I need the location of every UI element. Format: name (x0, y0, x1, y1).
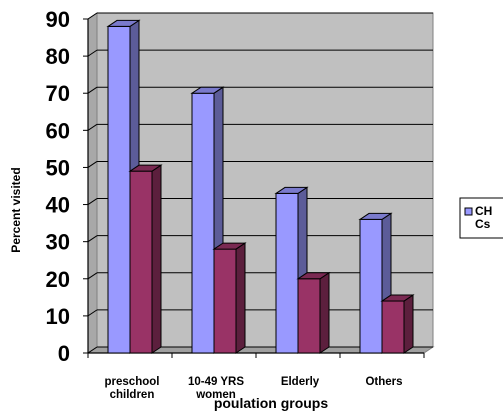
bar-front (275, 192, 299, 354)
bar-top (380, 294, 415, 302)
bar-front (107, 25, 131, 354)
legend-label: Cs (475, 217, 491, 231)
y-tick-label: 70 (46, 81, 70, 106)
y-tick-label: 10 (46, 304, 70, 329)
bar (296, 271, 331, 354)
y-tick-label: 50 (46, 155, 70, 180)
bar (190, 86, 225, 354)
x-tick-label: 10-49 YRS (188, 376, 244, 388)
y-tick-label: 40 (46, 193, 70, 218)
y-tick-label: 20 (46, 267, 70, 292)
bar-front (297, 278, 321, 354)
bar-top (358, 212, 393, 220)
x-tick-label: women (195, 389, 236, 401)
legend-label: CH (475, 204, 492, 218)
gridline-side (87, 235, 98, 243)
bar (128, 164, 163, 354)
bar-front (191, 92, 215, 354)
bar-front (359, 218, 383, 354)
y-tick-label: 80 (46, 44, 70, 69)
bars (106, 19, 415, 354)
gridline-side (87, 86, 98, 94)
bar-top (274, 186, 309, 194)
gridline-side (87, 12, 98, 20)
gridline-side (87, 346, 98, 354)
x-axis-title: poulation groups (214, 395, 329, 411)
x-tick-label: children (110, 389, 155, 401)
bar-top (190, 86, 225, 94)
gridline-side (87, 161, 98, 168)
bar-front (381, 300, 405, 354)
bar-side (151, 164, 162, 354)
y-tick-label: 90 (46, 7, 70, 32)
y-axis-title: Percent visited (9, 167, 23, 252)
y-tick-label: 60 (46, 118, 70, 143)
bar (212, 242, 247, 354)
gridline-side (87, 272, 98, 280)
bar-top (212, 242, 247, 250)
legend-frame (459, 197, 503, 239)
bar-top (296, 272, 331, 280)
gridline-side (87, 309, 98, 317)
bar-side (235, 242, 246, 354)
bar-front (213, 248, 237, 354)
y-tick-labels: 0 10 20 30 40 50 60 70 80 90 (46, 7, 70, 366)
gridline-side (87, 198, 98, 205)
x-tick-label: Elderly (281, 376, 320, 388)
gridline-side (87, 123, 98, 131)
x-tick-label: preschool (105, 376, 160, 388)
bar-top (106, 19, 141, 27)
bar-top (128, 164, 163, 172)
bar-side (403, 294, 414, 354)
y-tick-label: 0 (58, 341, 70, 366)
bar (380, 294, 415, 354)
bar-side (319, 271, 330, 354)
legend-swatch (464, 207, 473, 216)
x-tick-label: Others (365, 376, 402, 388)
side-wall (87, 12, 98, 354)
y-tick-label: 30 (46, 230, 70, 255)
gridline-side (87, 49, 98, 57)
bar-front (129, 170, 153, 354)
